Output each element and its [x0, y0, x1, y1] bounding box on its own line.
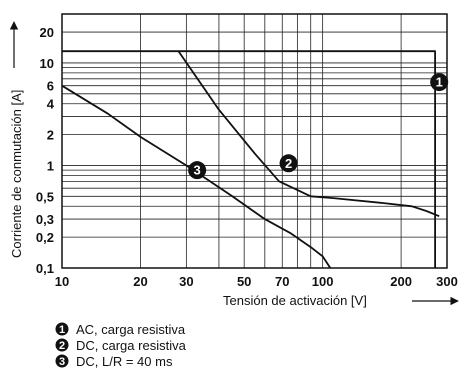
y-tick-label: 0,1 [36, 261, 54, 276]
legend-item-2: 2 DC, carga resistiva [55, 338, 187, 353]
legend-item-1: 1 AC, carga resistiva [55, 322, 186, 337]
series-line-3 [61, 84, 332, 269]
legend-marker-3 [55, 354, 69, 368]
y-tick-label: 2 [47, 128, 54, 143]
legend-item-3: 3 DC, L/R = 40 ms [55, 354, 173, 369]
legend-marker-1-label: 1 [59, 324, 65, 336]
curve-marker-1 [430, 73, 449, 92]
plot-frame [61, 13, 448, 269]
series-line-1 [62, 50, 436, 268]
y-tick-label: 10 [40, 56, 54, 71]
y-axis-label: Corriente de conmutación [A] [9, 90, 24, 258]
x-tick-label: 10 [55, 274, 69, 289]
y-tick-label: 1 [47, 158, 54, 173]
x-axis-label: Tensión de activación [V] [223, 293, 367, 308]
legend-label-1: AC, carga resistiva [76, 322, 186, 337]
legend-marker-3-label: 3 [59, 356, 65, 368]
legend-marker-2-label: 2 [59, 340, 65, 352]
curve-marker-label-2: 2 [285, 156, 292, 171]
series-lines [61, 50, 440, 269]
y-tick-label: 0,5 [36, 189, 54, 204]
y-tick-label: 4 [47, 97, 55, 112]
x-tick-label: 200 [390, 274, 412, 289]
curve-marker-label-1: 1 [436, 75, 443, 90]
legend: 1 AC, carga resistiva 2 DC, carga resist… [55, 322, 187, 369]
curve-marker-2 [279, 154, 298, 173]
x-tick-label: 50 [237, 274, 251, 289]
curve-marker-3 [188, 161, 207, 180]
legend-marker-1 [55, 322, 69, 336]
y-tick-label: 0,3 [36, 212, 54, 227]
x-tick-label: 70 [275, 274, 289, 289]
x-tick-label: 30 [179, 274, 193, 289]
x-tick-label: 300 [436, 274, 458, 289]
legend-marker-2 [55, 338, 69, 352]
x-tick-label: 20 [133, 274, 147, 289]
curve-markers: 1 2 3 [188, 73, 449, 180]
y-tick-label: 6 [47, 79, 54, 94]
y-tick-label: 20 [40, 25, 54, 40]
legend-label-3: DC, L/R = 40 ms [76, 354, 173, 369]
legend-label-2: DC, carga resistiva [76, 338, 187, 353]
tick-labels: 10 20 30 50 70 100 200 300 0,1 0,2 0,3 0,5 1 2 4 6 10 20 [36, 25, 458, 289]
series-line-2 [177, 50, 440, 218]
y-tick-label: 0,2 [36, 230, 54, 245]
x-tick-label: 100 [312, 274, 334, 289]
curve-marker-label-3: 3 [194, 163, 201, 178]
